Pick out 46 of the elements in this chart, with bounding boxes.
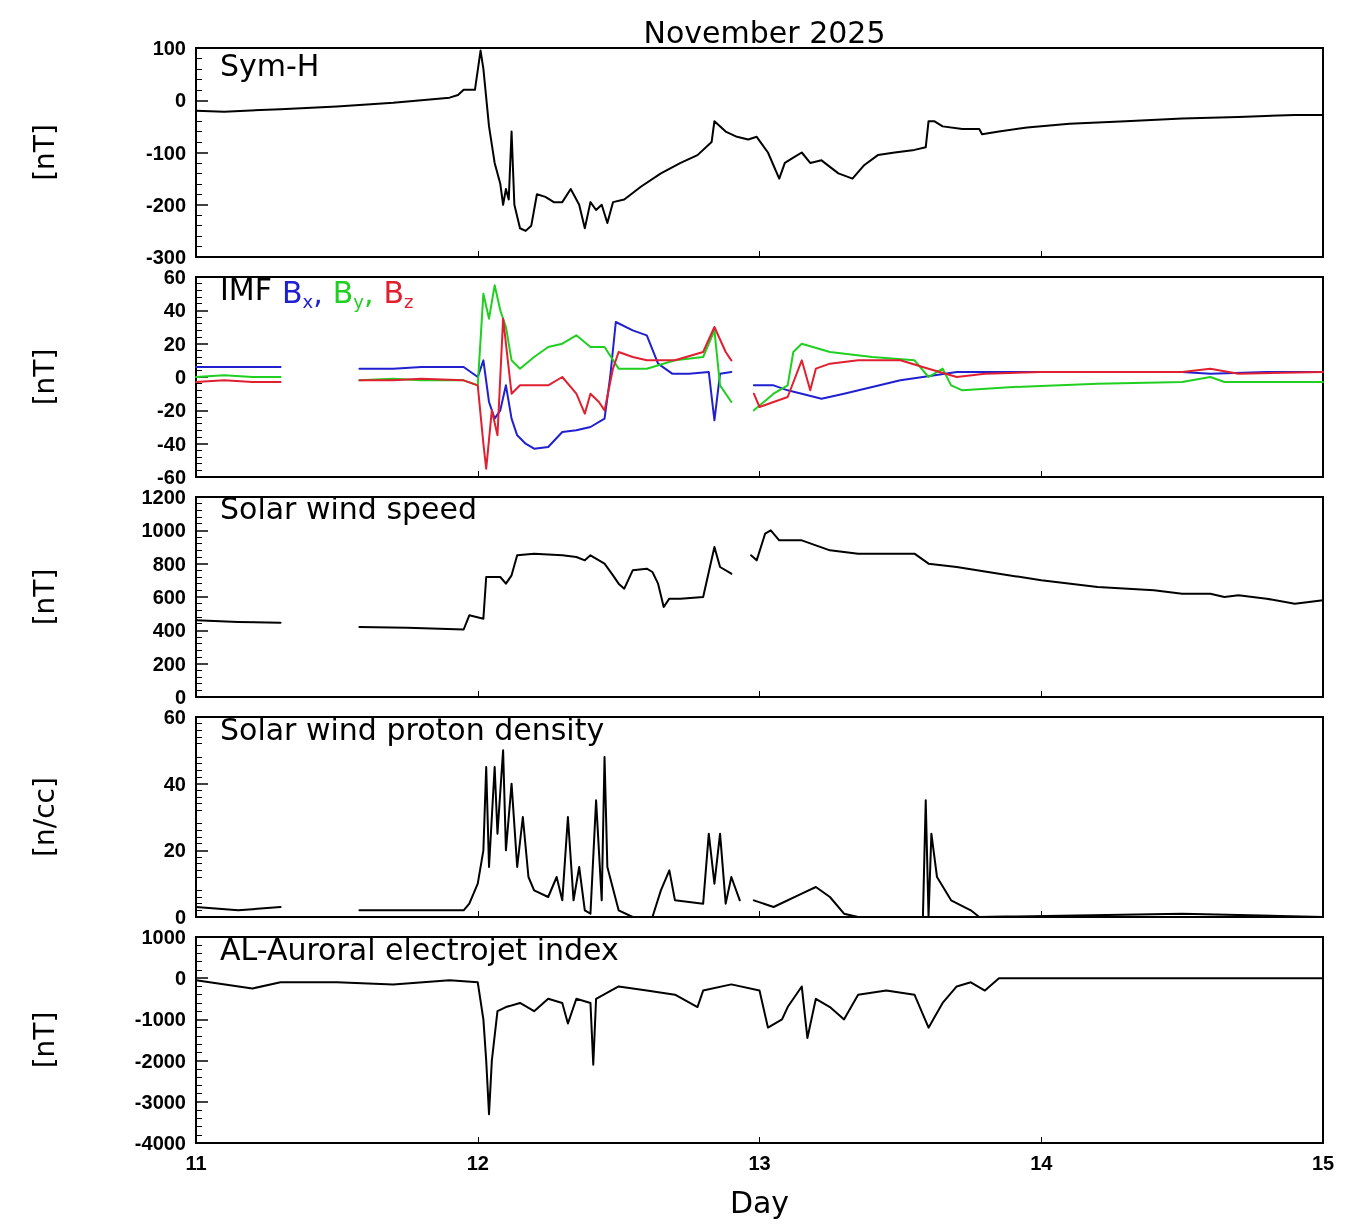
y-tick-label: 20 xyxy=(163,332,186,355)
y-tick-label: 100 xyxy=(152,37,186,59)
annotation: Solar wind proton density xyxy=(220,711,605,747)
y-axis-title: [nT] xyxy=(27,348,61,406)
y-tick-label: 40 xyxy=(163,299,186,322)
annotation: Sym-H xyxy=(220,47,320,83)
y-tick-label: -100 xyxy=(145,141,186,164)
y-tick-label: 0 xyxy=(174,967,186,990)
y-tick-label: -1000 xyxy=(134,1008,186,1031)
annotation: IMF xyxy=(220,271,272,307)
y-axis-title: [nT] xyxy=(27,124,61,181)
chart-title: November 2025 xyxy=(643,14,886,50)
y-tick-label: 1000 xyxy=(141,519,186,542)
y-tick-label: 400 xyxy=(152,619,186,642)
x-tick-label: 11 xyxy=(185,1152,207,1174)
y-tick-label: -300 xyxy=(145,246,186,268)
y-tick-label: -40 xyxy=(157,432,186,455)
y-tick-label: -3000 xyxy=(134,1090,186,1113)
y-tick-label: 1000 xyxy=(141,926,186,948)
annotation: AL-Auroral electrojet index xyxy=(220,931,619,967)
x-tick-label: 13 xyxy=(748,1152,771,1174)
y-tick-label: 40 xyxy=(163,772,186,795)
y-tick-label: 0 xyxy=(174,366,186,388)
x-tick-label: 14 xyxy=(1030,1152,1054,1174)
y-tick-label: 60 xyxy=(163,706,186,728)
y-tick-label: 200 xyxy=(152,652,186,675)
y-axis-title: [nT] xyxy=(27,1011,61,1069)
y-tick-label: -200 xyxy=(145,193,186,216)
y-tick-label: 600 xyxy=(152,586,186,608)
y-tick-label: 1200 xyxy=(141,486,186,508)
y-tick-label: 0 xyxy=(174,906,186,928)
y-tick-label: -2000 xyxy=(134,1049,186,1072)
y-tick-label: 20 xyxy=(163,839,186,862)
y-tick-label: -20 xyxy=(157,399,186,422)
y-tick-label: -4000 xyxy=(134,1132,186,1154)
y-tick-label: 0 xyxy=(174,686,186,708)
x-axis-title: Day xyxy=(729,1184,790,1220)
y-tick-label: 60 xyxy=(163,266,186,288)
y-tick-label: -60 xyxy=(157,466,186,488)
y-tick-label: 800 xyxy=(152,552,186,575)
x-tick-label: 15 xyxy=(1311,1152,1335,1174)
y-axis-title: [nT] xyxy=(27,568,61,626)
y-tick-label: 0 xyxy=(174,89,186,112)
x-tick-label: 12 xyxy=(466,1152,489,1174)
annotation: Solar wind speed xyxy=(220,490,478,526)
y-axis-title: [n/cc] xyxy=(27,777,61,857)
